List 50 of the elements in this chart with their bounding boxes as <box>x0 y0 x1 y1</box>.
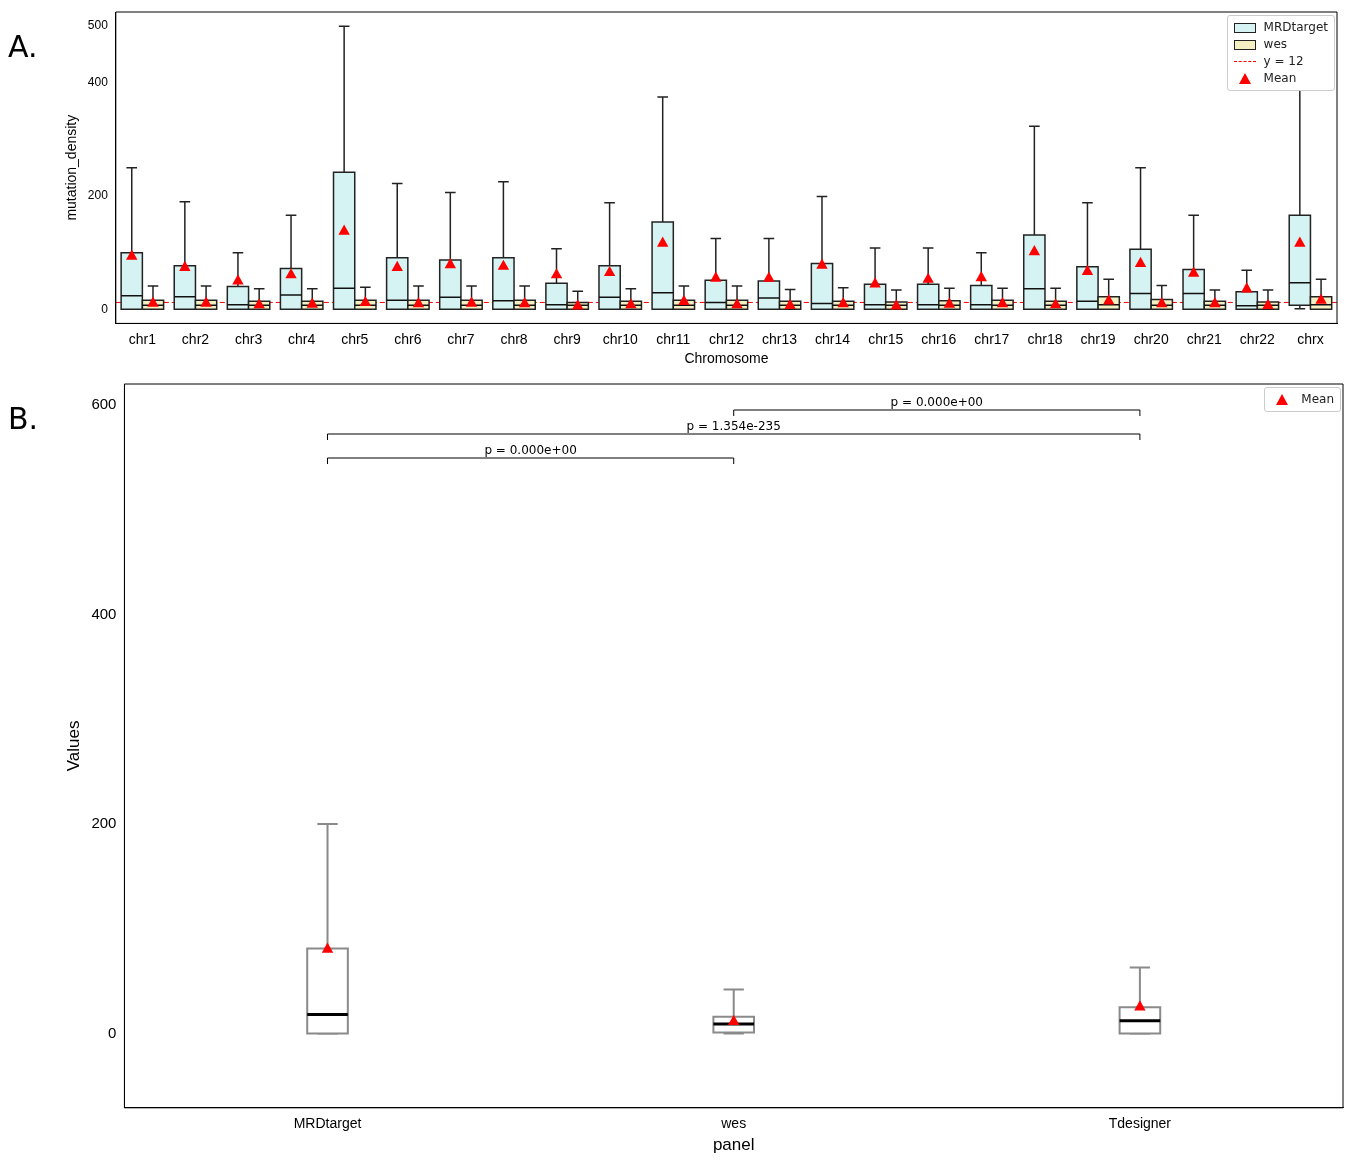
x-tick-label: chr21 <box>1186 330 1222 347</box>
x-axis-title: Chromosome <box>684 350 769 367</box>
x-tick-label: chr8 <box>500 330 528 347</box>
x-tick-label: chr10 <box>602 330 638 347</box>
x-tick-label: Tdesigner <box>1108 1115 1172 1132</box>
y-tick-label: 0 <box>101 301 109 316</box>
legend-label: MRDtarget <box>1263 19 1328 36</box>
x-tick-label: chr19 <box>1080 330 1116 347</box>
x-tick-label: chr1 <box>128 330 157 347</box>
legend-label: Mean <box>1301 391 1334 408</box>
y-tick-label: 500 <box>87 18 109 33</box>
legend-label: Mean <box>1263 70 1297 87</box>
x-tick-label: wes <box>720 1115 747 1132</box>
point <box>321 942 334 953</box>
annotation: p = 0.000e+00 <box>484 443 577 458</box>
x-tick-label: chr13 <box>761 330 798 347</box>
x-tick-label: chr22 <box>1239 330 1276 347</box>
x-tick-label: chr5 <box>341 330 369 347</box>
x-tick-label: chr18 <box>1027 330 1063 347</box>
x-tick-label: chr9 <box>553 330 581 347</box>
x-axis-title: panel <box>712 1135 755 1155</box>
y-axis-title: Values <box>63 720 83 772</box>
y-tick-label: 200 <box>91 814 117 832</box>
x-tick-label: chr3 <box>234 330 263 347</box>
x-tick-label: chr4 <box>288 330 316 347</box>
x-tick-label: MRDtarget <box>293 1115 362 1132</box>
x-tick-label: chr17 <box>974 330 1010 347</box>
y-axis-title: mutation_density <box>63 114 80 221</box>
legend-label: y = 12 <box>1263 53 1304 70</box>
x-tick-label: chr7 <box>447 330 475 347</box>
x-tick-label: chr12 <box>708 330 745 347</box>
legend-label: wes <box>1263 36 1288 53</box>
x-tick-label: chr20 <box>1133 330 1169 347</box>
x-tick-label: chr6 <box>394 330 422 347</box>
y-tick-label: 600 <box>91 395 117 413</box>
x-tick-label: chr16 <box>921 330 957 347</box>
point <box>1134 1000 1146 1011</box>
x-tick-label: chrx <box>1297 330 1324 347</box>
x-tick-label: chr15 <box>868 330 904 347</box>
text: A. <box>8 28 38 64</box>
x-tick-label: chr2 <box>181 330 210 347</box>
y-tick-label: 400 <box>87 75 109 90</box>
y-tick-label: 0 <box>108 1023 117 1041</box>
text: B. <box>8 400 39 436</box>
y-tick-label: 400 <box>91 604 117 622</box>
x-tick-label: chr11 <box>656 330 691 347</box>
annotation: p = 1.354e-235 <box>686 419 781 434</box>
x-tick-label: chr14 <box>815 330 851 347</box>
y-tick-label: 200 <box>87 188 109 203</box>
annotation: p = 0.000e+00 <box>890 395 983 410</box>
